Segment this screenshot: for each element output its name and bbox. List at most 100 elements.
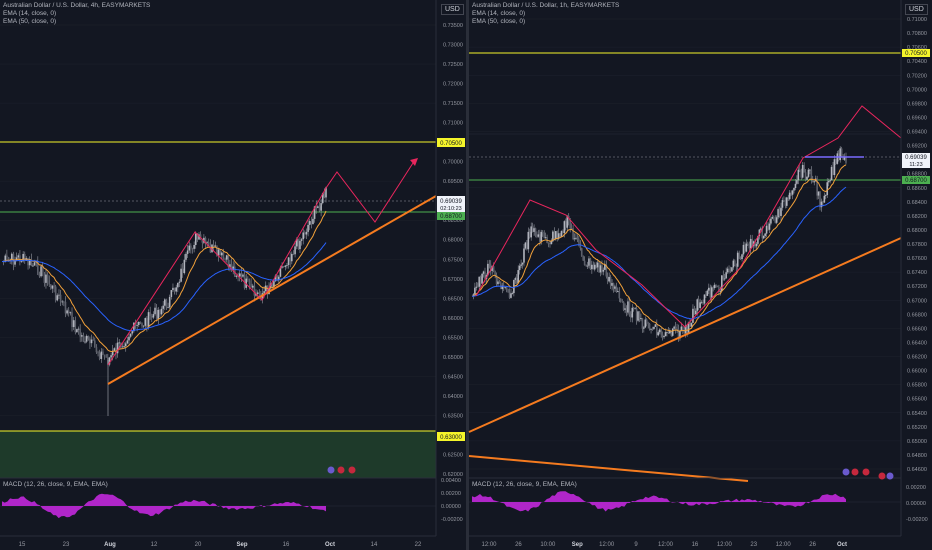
candle-body: [713, 284, 716, 289]
candle-body: [618, 291, 621, 299]
left-macd-legend[interactable]: MACD (12, 26, close, 9, EMA, EMA): [3, 481, 108, 488]
candle-body: [599, 265, 602, 273]
right-ema-slow-legend[interactable]: EMA (50, close, 0): [472, 18, 526, 25]
price-tick-label: 0.64500: [443, 374, 463, 380]
date-tick-label: 10:00: [540, 542, 556, 548]
candle-body: [188, 245, 191, 251]
candle-body: [572, 228, 574, 240]
event-flag-icon[interactable]: [337, 466, 345, 474]
right-event-icons[interactable]: [842, 468, 894, 480]
candle-body: [645, 319, 648, 324]
price-tick-label: 0.64600: [907, 467, 927, 473]
date-tick-label: 14: [371, 542, 378, 548]
candle-body: [563, 221, 566, 234]
candle-body: [95, 346, 98, 353]
left-symbol-title[interactable]: Australian Dollar / U.S. Dollar, 4h, EAS…: [3, 2, 151, 9]
candle-body: [751, 238, 753, 247]
candle-body: [164, 299, 166, 306]
price-tick-label: 0.67200: [907, 284, 927, 290]
price-tick-label: 0.65000: [907, 439, 927, 445]
left-price-axis[interactable]: [436, 0, 466, 536]
price-tick-label: 0.66600: [907, 326, 927, 332]
candle-body: [536, 235, 538, 237]
candle-body: [43, 273, 46, 283]
date-tick-label: 12:00: [481, 542, 497, 548]
candle-body: [557, 233, 560, 239]
right-ema-fast-line: [471, 164, 847, 332]
candle-body: [511, 293, 514, 294]
right-currency-label[interactable]: USD: [905, 4, 928, 15]
candle-body: [10, 253, 13, 261]
right-trend-line[interactable]: [468, 237, 902, 433]
event-flag-icon[interactable]: [348, 466, 356, 474]
price-tick-label: 0.68600: [907, 186, 927, 192]
event-flag-icon[interactable]: [327, 466, 335, 474]
candle-body: [734, 260, 736, 265]
candle-body: [518, 265, 521, 271]
candle-body: [699, 302, 701, 308]
candle-body: [32, 265, 34, 267]
candle-body: [718, 287, 720, 292]
price-tick-label: 0.66000: [443, 316, 463, 322]
date-tick-label: 16: [692, 542, 699, 548]
date-tick-label: 15: [19, 542, 26, 548]
candle-body: [679, 330, 681, 339]
candle-body: [765, 225, 768, 234]
candle-body: [313, 206, 316, 219]
candle-body: [632, 307, 635, 309]
candle-body: [85, 335, 88, 342]
candle-body: [745, 243, 748, 252]
candle-body: [635, 308, 638, 321]
right-lower-trend-line[interactable]: [468, 455, 749, 482]
candle-body: [774, 218, 777, 223]
right-symbol-title[interactable]: Australian Dollar / U.S. Dollar, 1h, EAS…: [472, 2, 620, 9]
right-macd-legend[interactable]: MACD (12, 26, close, 9, EMA, EMA): [472, 481, 577, 488]
right-zigzag[interactable]: [475, 105, 902, 328]
candle-body: [644, 319, 647, 328]
left-zone-label: 0.63000: [437, 432, 465, 441]
right-ema-fast-legend[interactable]: EMA (14, close, 0): [472, 10, 526, 17]
candle-body: [696, 299, 699, 311]
candle-body: [729, 271, 732, 272]
pane-divider[interactable]: [466, 0, 469, 550]
candle-body: [4, 255, 7, 263]
event-flag-icon[interactable]: [842, 468, 850, 476]
candle-body: [212, 244, 215, 247]
candle-body: [619, 298, 622, 300]
right-price-axis[interactable]: [901, 0, 932, 536]
candle-body: [113, 348, 116, 351]
right-chart-pane[interactable]: 0.71000 0.70800 0.70600 0.70400 0.70200 0.700…: [468, 0, 932, 548]
left-chart-pane[interactable]: 0.73500 0.73000 0.72500 0.72000 0.71500 0.710…: [0, 0, 466, 548]
event-flag-icon[interactable]: [851, 468, 859, 476]
candle-body: [589, 258, 592, 270]
candle-body: [702, 301, 704, 304]
left-zigzag[interactable]: [107, 162, 414, 366]
date-tick-label: Oct: [837, 542, 847, 548]
candle-body: [87, 335, 90, 339]
candle-body: [253, 285, 256, 296]
price-tick-label: 0.67000: [907, 298, 927, 304]
event-flag-icon[interactable]: [878, 472, 886, 480]
left-event-icons[interactable]: [327, 466, 356, 474]
left-price-area[interactable]: [0, 0, 436, 478]
candle-body: [14, 260, 16, 265]
candle-body: [726, 268, 729, 273]
candle-body: [255, 293, 257, 296]
candle-body: [220, 252, 223, 256]
right-price-area[interactable]: [469, 0, 901, 478]
candle-body: [71, 312, 73, 327]
candle-body: [476, 286, 479, 288]
candle-body: [84, 341, 86, 343]
left-ema-fast-legend[interactable]: EMA (14, close, 0): [3, 10, 57, 17]
candle-body: [705, 294, 707, 296]
candle-body: [6, 255, 8, 258]
left-trend-line[interactable]: [107, 195, 437, 385]
event-flag-icon[interactable]: [886, 472, 894, 480]
candle-body: [98, 353, 101, 359]
price-tick-label: 0.71000: [907, 17, 927, 23]
left-currency-label[interactable]: USD: [441, 4, 464, 15]
left-ema-slow-legend[interactable]: EMA (50, close, 0): [3, 18, 57, 25]
event-flag-icon[interactable]: [862, 468, 870, 476]
price-tick-label: 0.67600: [907, 256, 927, 262]
